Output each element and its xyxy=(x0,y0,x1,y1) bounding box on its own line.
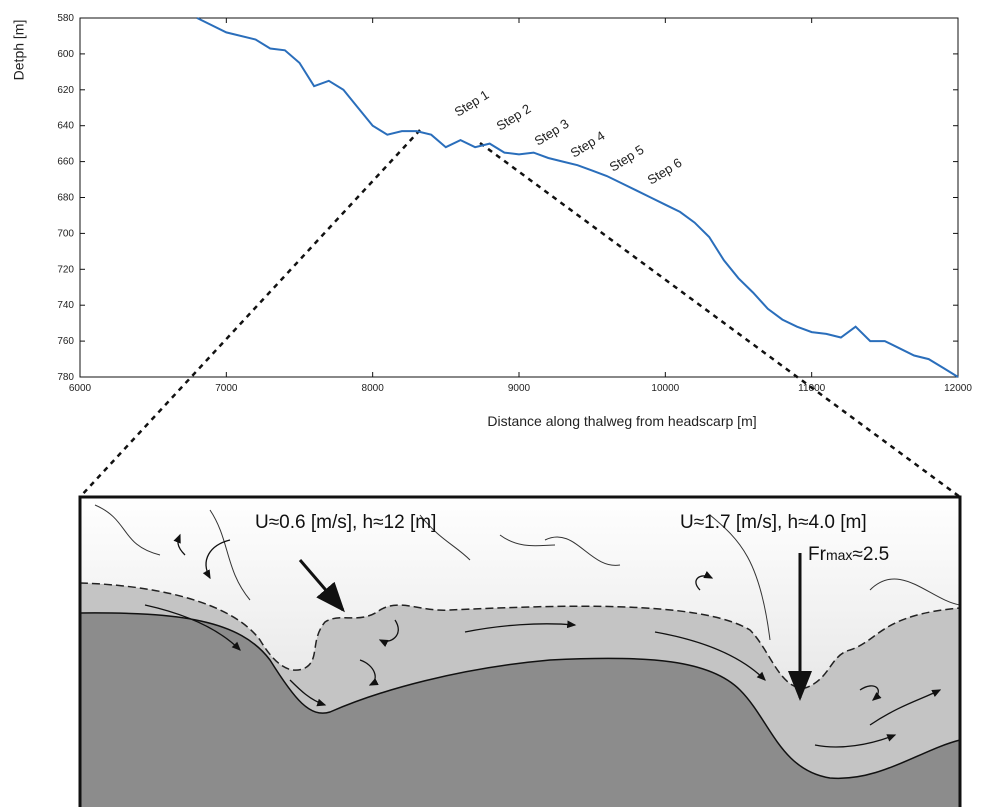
y-tick-label: 780 xyxy=(57,372,74,383)
step-label: Step 5 xyxy=(607,142,647,175)
froude-label: Frmax≈2.5 xyxy=(808,544,889,565)
y-tick-label: 640 xyxy=(57,121,74,132)
arrow xyxy=(298,559,345,613)
x-tick-label: 12000 xyxy=(944,383,972,394)
x-axis-label: Distance along thalweg from headscarp [m… xyxy=(487,413,756,429)
y-tick-label: 580 xyxy=(57,13,74,24)
current-interface xyxy=(79,582,961,689)
schematic: U≈0.6 [m/s], h≈12 [m] U≈1.7 [m/s], h≈4.0… xyxy=(78,495,962,807)
panel-frame xyxy=(78,495,962,807)
x-tick-label: 8000 xyxy=(362,383,385,394)
y-tick-label: 600 xyxy=(57,49,74,60)
step-label: Step 1 xyxy=(452,87,492,120)
zoom-line xyxy=(479,141,961,499)
x-tick-label: 9000 xyxy=(508,383,531,394)
plot-frame xyxy=(79,17,959,378)
x-tick-label: 11000 xyxy=(798,383,826,394)
y-tick-label: 740 xyxy=(57,300,74,311)
seabed xyxy=(79,612,961,807)
y-tick-label: 680 xyxy=(57,193,74,204)
y-tick-label: 660 xyxy=(57,157,74,168)
zoom-line xyxy=(79,129,421,498)
step-label: Step 4 xyxy=(568,128,608,161)
froude-value: ≈2.5 xyxy=(852,544,889,565)
y-tick-label: 760 xyxy=(57,336,74,347)
step-label: Step 2 xyxy=(494,101,534,134)
x-tick-label: 10000 xyxy=(651,383,679,394)
y-tick-label: 720 xyxy=(57,264,74,275)
y-tick-label: 620 xyxy=(57,85,74,96)
x-tick-label: 7000 xyxy=(215,383,238,394)
froude-subscript: max xyxy=(826,547,852,563)
froude-symbol: Fr xyxy=(808,544,827,565)
step-label: Step 6 xyxy=(645,155,685,188)
x-tick-label: 6000 xyxy=(69,383,92,394)
y-axis-label: Detph [m] xyxy=(11,20,27,81)
left-label: U≈0.6 [m/s], h≈12 [m] xyxy=(255,512,436,533)
y-tick-label: 700 xyxy=(57,228,74,239)
depth-line xyxy=(196,17,959,378)
step-label: Step 3 xyxy=(532,116,572,149)
right-label: U≈1.7 [m/s], h≈4.0 [m] xyxy=(680,512,867,533)
